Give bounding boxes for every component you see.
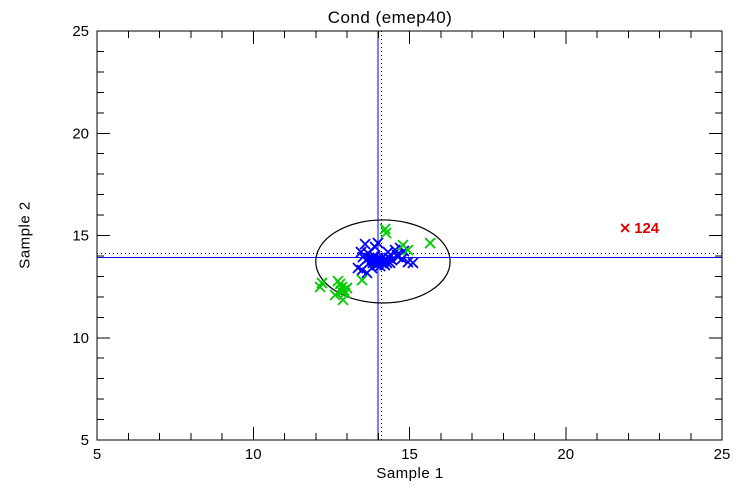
y-tick-label: 15 bbox=[72, 228, 89, 245]
sample-points-green-marker bbox=[329, 289, 341, 301]
sample-points-blue-marker bbox=[396, 253, 408, 265]
y-tick-label: 5 bbox=[81, 432, 89, 449]
x-axis-label: Sample 1 bbox=[376, 465, 444, 482]
sample-points-green-marker bbox=[341, 282, 353, 294]
sample-points-green-marker bbox=[314, 281, 326, 293]
y-tick-label: 25 bbox=[72, 23, 89, 40]
chart-title: Cond (emep40) bbox=[327, 8, 453, 27]
sample-points-blue-marker bbox=[366, 262, 378, 274]
sample-points-green-marker bbox=[424, 237, 436, 249]
x-tick-label: 20 bbox=[557, 446, 574, 463]
sample-points-blue-marker bbox=[356, 264, 368, 276]
sample-points-blue-marker bbox=[359, 238, 371, 250]
flagged-outlier-marker bbox=[620, 223, 630, 233]
x-tick-label: 5 bbox=[93, 446, 101, 463]
sample-points-blue-marker bbox=[407, 257, 419, 269]
x-tick-label: 15 bbox=[401, 446, 418, 463]
confidence-ellipse bbox=[315, 219, 451, 304]
y-tick-label: 10 bbox=[72, 330, 89, 347]
sample-points-green-marker bbox=[356, 274, 368, 286]
flagged-outlier-label: 124 bbox=[634, 220, 660, 237]
x-tick-label: 25 bbox=[714, 446, 731, 463]
x-tick-label: 10 bbox=[245, 446, 262, 463]
sample-points-blue-marker bbox=[369, 241, 381, 253]
y-axis-label: Sample 2 bbox=[16, 201, 34, 269]
sample-points-green-marker bbox=[380, 227, 392, 239]
y-tick-label: 20 bbox=[72, 125, 89, 142]
sample-points-green-marker bbox=[337, 294, 349, 306]
plot-box bbox=[96, 30, 723, 441]
sample-points-green-marker bbox=[402, 244, 414, 256]
